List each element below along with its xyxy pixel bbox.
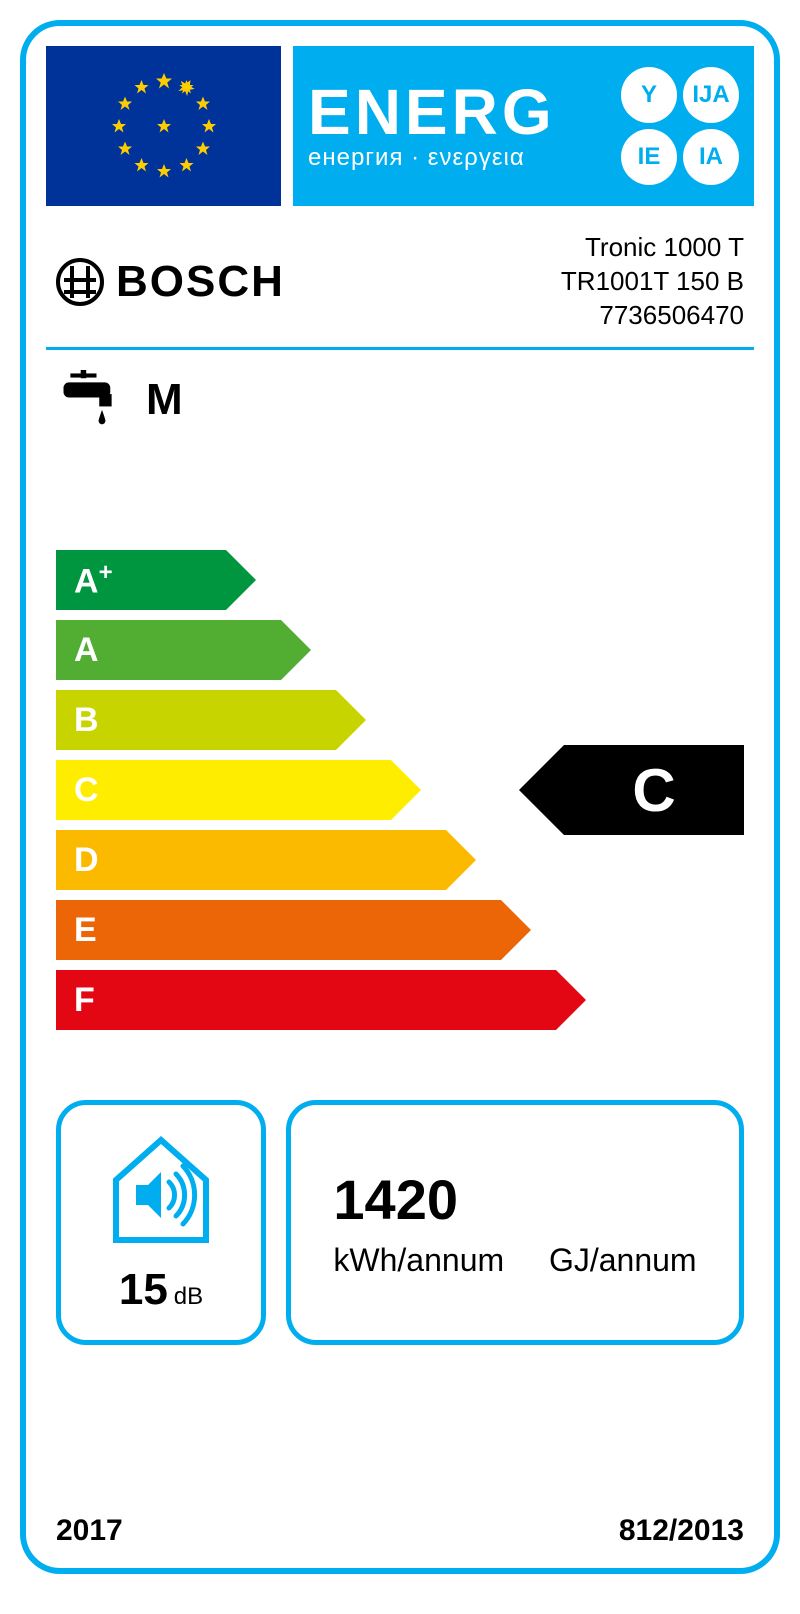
load-profile-row: M: [46, 350, 754, 450]
energy-label: ENERG енергия · ενεργεια Y IJA IE IA BOS…: [20, 20, 780, 1574]
scale-row: A: [56, 620, 754, 680]
gj-value: [549, 1167, 697, 1232]
bosch-logo-icon: [56, 258, 104, 306]
scale-arrow: F: [56, 970, 556, 1030]
noise-house-icon: [96, 1130, 226, 1250]
scale-row: D: [56, 830, 754, 890]
rating-pointer: C: [564, 745, 744, 835]
consumption-box: 1420 kWh/annum GJ/annum: [286, 1100, 744, 1345]
brand-name: BOSCH: [116, 257, 285, 307]
load-profile: M: [146, 375, 183, 425]
scale-class-label: B: [74, 701, 99, 740]
product-code: 7736506470: [561, 299, 744, 333]
footer-year: 2017: [56, 1514, 123, 1548]
kwh-unit: kWh/annum: [333, 1242, 504, 1279]
eu-stars-icon: [84, 61, 244, 191]
product-line: Tronic 1000 T: [561, 231, 744, 265]
scale-row: B: [56, 690, 754, 750]
scale-row: CC: [56, 760, 754, 820]
energ-subtitle: енергия · ενεργεια: [308, 144, 611, 172]
lang-code: IJA: [683, 67, 739, 123]
lang-code: Y: [621, 67, 677, 123]
scale-row: F: [56, 970, 754, 1030]
scale-class-label: A+: [74, 559, 113, 601]
footer: 2017 812/2013: [56, 1514, 744, 1548]
product-info: Tronic 1000 T TR1001T 150 B 7736506470: [561, 231, 744, 332]
noise-box: 15dB: [56, 1100, 266, 1345]
scale-class-label: C: [74, 771, 99, 810]
scale-class-label: F: [74, 981, 95, 1020]
noise-value: 15dB: [119, 1265, 203, 1315]
scale-row: A+: [56, 550, 754, 610]
product-model: TR1001T 150 B: [561, 265, 744, 299]
scale-arrow: E: [56, 900, 501, 960]
scale-arrow: A+: [56, 550, 226, 610]
tap-icon: [56, 370, 126, 430]
bottom-boxes: 15dB 1420 kWh/annum GJ/annum: [46, 1070, 754, 1355]
noise-number: 15: [119, 1265, 168, 1314]
noise-unit: dB: [174, 1283, 203, 1310]
energ-title: ENERG: [308, 80, 611, 144]
kwh-value: 1420: [333, 1167, 504, 1232]
scale-row: E: [56, 900, 754, 960]
scale-class-label: A: [74, 631, 99, 670]
footer-regulation: 812/2013: [619, 1514, 744, 1548]
scale-class-label: E: [74, 911, 97, 950]
brand-row: BOSCH Tronic 1000 T TR1001T 150 B 773650…: [46, 206, 754, 350]
eu-flag: [46, 46, 281, 206]
energ-box: ENERG енергия · ενεργεια Y IJA IE IA: [293, 46, 754, 206]
scale-arrow: C: [56, 760, 391, 820]
scale-arrow: D: [56, 830, 446, 890]
lang-code: IE: [621, 129, 677, 185]
scale-arrow: A: [56, 620, 281, 680]
gj-unit: GJ/annum: [549, 1242, 697, 1279]
scale-class-label: D: [74, 841, 99, 880]
efficiency-scale: A+ABCCDEF: [46, 450, 754, 1070]
header: ENERG енергия · ενεργεια Y IJA IE IA: [46, 46, 754, 206]
lang-codes: Y IJA IE IA: [621, 67, 739, 185]
lang-code: IA: [683, 129, 739, 185]
brand: BOSCH: [56, 257, 285, 307]
scale-arrow: B: [56, 690, 336, 750]
